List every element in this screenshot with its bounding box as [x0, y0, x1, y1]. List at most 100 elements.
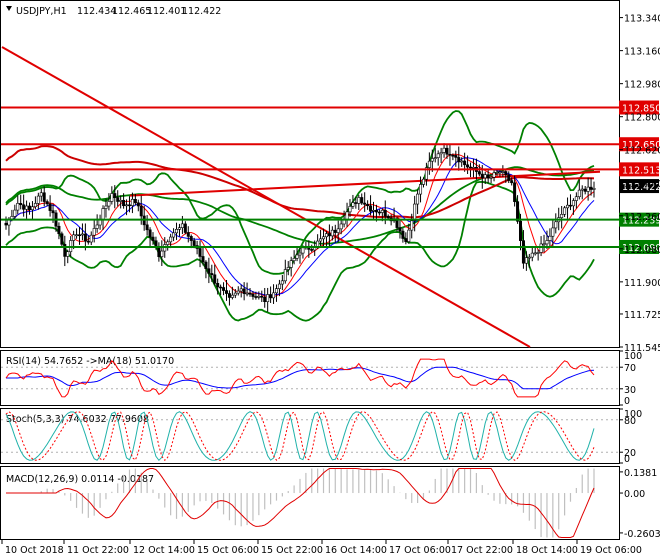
candle-body: [127, 204, 131, 207]
candle-body: [333, 229, 337, 233]
candle-body: [222, 287, 226, 291]
fast-ma-line: [5, 153, 595, 298]
candle-body: [283, 269, 287, 282]
candle-body: [366, 204, 370, 207]
candle-body: [483, 174, 487, 179]
candle-body: [319, 238, 323, 242]
candle-body: [13, 209, 17, 217]
price-tick-label: 111.900: [624, 278, 660, 289]
candle-body: [521, 240, 525, 264]
price-tick-label: 112.980: [624, 80, 660, 91]
level-tag-label: 112.239: [622, 216, 660, 227]
candle-body: [277, 283, 281, 289]
candle-body: [471, 167, 475, 169]
candle-body: [568, 204, 572, 207]
candle-body: [248, 292, 252, 295]
candle-body: [107, 201, 111, 207]
candle-body: [136, 202, 140, 207]
candle-body: [339, 223, 343, 230]
indicator-tick-label: 0.00: [624, 489, 645, 500]
candle-body: [230, 294, 234, 298]
current-price-tag: [619, 179, 659, 194]
candle-body: [263, 297, 267, 303]
candle-body: [183, 223, 187, 233]
candle-body: [172, 232, 176, 238]
price-tick-label: 112.260: [624, 212, 660, 223]
time-tick-label: 16 Oct 14:00: [325, 545, 387, 556]
candle-body: [363, 202, 367, 205]
level-tag-resistance: [619, 137, 659, 152]
time-tick-label: 17 Oct 06:00: [389, 545, 451, 556]
indicator-tick-label: 0.1381: [624, 468, 657, 479]
candle-body: [357, 197, 361, 204]
candle-body: [66, 251, 70, 257]
candle-body: [480, 173, 484, 179]
candle-body: [16, 203, 20, 211]
candle-body: [530, 252, 534, 258]
price-levels-layer: 112.850 112.650 112.513 112.239 112.090 112.4…: [1, 100, 660, 254]
candle-body: [125, 204, 129, 207]
candle-body: [245, 292, 249, 295]
candle-body: [436, 153, 440, 158]
candle-body: [469, 166, 473, 169]
candle-body: [207, 268, 211, 274]
ohlc-high: 112.465: [112, 6, 151, 17]
rsi-ma-line: [6, 366, 595, 390]
candle-body: [60, 233, 64, 245]
candle-body: [83, 233, 87, 242]
candle-body: [401, 230, 405, 239]
candle-body: [72, 234, 76, 241]
indicator-tick-label: 0: [624, 396, 630, 407]
candle-body: [416, 193, 420, 205]
candle-body: [510, 180, 514, 184]
candle-body: [407, 229, 411, 242]
ohlc-close: 112.422: [182, 6, 221, 17]
candle-body: [63, 244, 67, 257]
candle-body: [48, 203, 52, 211]
candle-body: [39, 192, 43, 197]
candle-body: [236, 290, 240, 294]
candle-body: [166, 241, 170, 245]
candle-body: [57, 225, 61, 235]
collapse-triangle-icon[interactable]: [6, 6, 12, 11]
time-axis: 10 Oct 2018 11 Oct 22:00 12 Oct 14:00 15 Oc…: [1, 540, 642, 556]
candle-body: [533, 252, 537, 255]
candle-body: [466, 164, 470, 168]
level-tag-label: 112.090: [622, 243, 660, 254]
candle-body: [219, 286, 223, 289]
current-price-label: 112.422: [622, 182, 660, 193]
candle-body: [295, 254, 299, 259]
macd-label: MACD(12,26,9) 0.0114 -0.0187: [6, 474, 154, 485]
time-tick-label: 11 Oct 22:00: [67, 545, 129, 556]
level-tag-label: 112.650: [622, 140, 660, 151]
candle-body: [19, 203, 23, 206]
candle-body: [398, 227, 402, 232]
candle-body: [22, 204, 26, 210]
ascending-trendline: [129, 170, 601, 197]
candle-body: [457, 157, 461, 163]
candle-body: [45, 201, 49, 205]
ohlc-low: 112.401: [147, 6, 186, 17]
level-tag-resistance: [619, 162, 659, 177]
candle-body: [257, 295, 261, 298]
candle-body: [233, 292, 237, 296]
indicator-tick-label: 30: [624, 385, 636, 396]
candle-body: [419, 184, 423, 195]
candle-body: [242, 288, 246, 294]
candle-body: [169, 236, 173, 243]
main-pane: [0, 0, 620, 348]
stoch-pane: [0, 408, 620, 464]
candle-body: [189, 236, 193, 241]
candle-body: [201, 256, 205, 263]
candle-body: [210, 273, 214, 276]
candle-body: [139, 205, 143, 217]
candle-body: [175, 229, 179, 234]
candle-body: [571, 200, 575, 207]
candle-body: [360, 197, 364, 204]
candle-body: [42, 192, 46, 202]
candle-body: [225, 290, 229, 294]
time-tick-label: 15 Oct 22:00: [261, 545, 323, 556]
price-tick-label: 111.725: [624, 310, 660, 321]
